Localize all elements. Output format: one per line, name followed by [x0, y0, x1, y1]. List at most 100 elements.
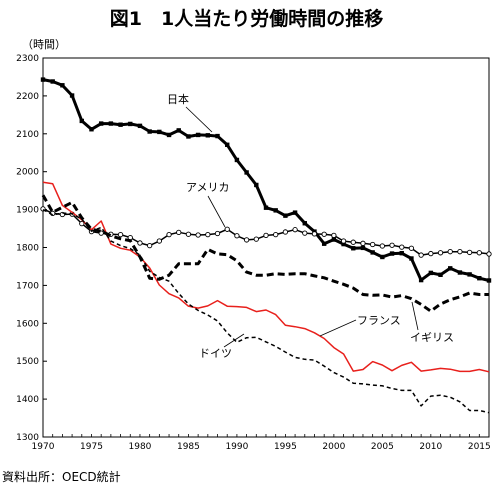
label-leader-line [319, 319, 357, 337]
y-tick-label: 2000 [16, 168, 39, 178]
data-point [389, 251, 395, 256]
data-point [447, 249, 453, 255]
data-point [380, 254, 385, 260]
data-point [166, 132, 172, 138]
data-point [457, 249, 463, 255]
data-point [418, 252, 424, 258]
data-point [253, 236, 259, 242]
data-point [477, 275, 482, 281]
data-point [292, 210, 298, 215]
data-point [254, 182, 259, 188]
data-point [486, 278, 492, 283]
data-point [98, 121, 104, 126]
data-point [360, 245, 366, 251]
data-point [428, 270, 434, 276]
data-point [351, 246, 356, 251]
data-point [438, 272, 443, 277]
data-point [321, 231, 327, 237]
data-point [69, 93, 75, 98]
x-tick-label: 2005 [371, 442, 394, 452]
plot-area [40, 77, 492, 414]
data-point [283, 213, 288, 218]
series-line-0 [42, 78, 490, 282]
data-point [350, 239, 356, 245]
x-tick-label: 2000 [322, 442, 345, 452]
x-tick-label: 1970 [32, 442, 55, 452]
data-point [186, 134, 191, 139]
data-point [399, 250, 404, 256]
data-point [40, 77, 46, 82]
data-point [128, 121, 133, 127]
data-point [243, 237, 250, 243]
y-tick-label: 1400 [16, 395, 39, 405]
data-point [156, 238, 162, 244]
y-axis-label: （時間） [22, 38, 66, 51]
data-point [311, 231, 318, 237]
label-leader-line [207, 195, 226, 228]
label-leader-line [411, 301, 419, 331]
series-line-4 [42, 208, 490, 414]
data-point [302, 221, 307, 226]
x-tick-label: 1975 [80, 442, 103, 452]
series-label: イギリス [410, 331, 454, 344]
data-point [147, 242, 153, 249]
y-tick-label: 1600 [16, 319, 39, 329]
data-point [214, 230, 221, 237]
data-point [321, 241, 327, 246]
data-point [117, 231, 124, 238]
x-tick-label: 1980 [129, 442, 152, 452]
data-point [409, 256, 414, 261]
data-point [195, 232, 201, 238]
data-point [195, 132, 201, 138]
data-point [263, 205, 269, 210]
data-point [147, 129, 152, 134]
data-point [224, 226, 230, 232]
data-point [370, 241, 376, 248]
data-point [185, 231, 192, 237]
data-point [418, 277, 424, 283]
data-point [273, 231, 279, 238]
data-point [225, 142, 230, 147]
y-tick-label: 1500 [16, 357, 39, 367]
data-point [79, 118, 84, 124]
y-tick-label: 1700 [16, 281, 39, 291]
data-point [302, 230, 308, 236]
series-label: フランス [357, 314, 401, 327]
series-label: 日本 [167, 92, 189, 106]
data-point [50, 79, 55, 84]
data-point [379, 243, 385, 249]
y-tick-label: 2200 [16, 92, 39, 102]
data-point [137, 240, 143, 246]
y-tick-label: 2100 [16, 130, 39, 140]
series-line-2 [42, 181, 490, 373]
x-tick-label: 1985 [177, 442, 200, 452]
data-point [476, 250, 482, 256]
data-point [215, 133, 220, 139]
y-tick-label: 1900 [16, 206, 39, 216]
plot-frame [42, 57, 490, 438]
data-point [292, 227, 298, 233]
x-tick-label: 2015 [468, 442, 491, 452]
data-point [457, 270, 463, 275]
data-point [60, 83, 65, 88]
data-point [273, 208, 278, 213]
x-tick-label: 1995 [274, 442, 297, 452]
data-point [234, 157, 240, 163]
data-point [408, 245, 415, 251]
y-tick-label: 1800 [16, 244, 39, 254]
data-point [282, 229, 289, 235]
data-point [263, 232, 269, 239]
data-point [399, 244, 405, 250]
data-point [331, 232, 337, 239]
data-point [108, 121, 114, 126]
data-point [137, 123, 143, 129]
data-point [157, 129, 162, 135]
data-point [448, 266, 453, 271]
data-point [176, 229, 182, 235]
chart-title: 図1 1人当たり労働時間の推移 [109, 8, 384, 30]
data-point [89, 127, 94, 132]
data-point [370, 250, 375, 255]
label-leader-line [223, 333, 245, 348]
